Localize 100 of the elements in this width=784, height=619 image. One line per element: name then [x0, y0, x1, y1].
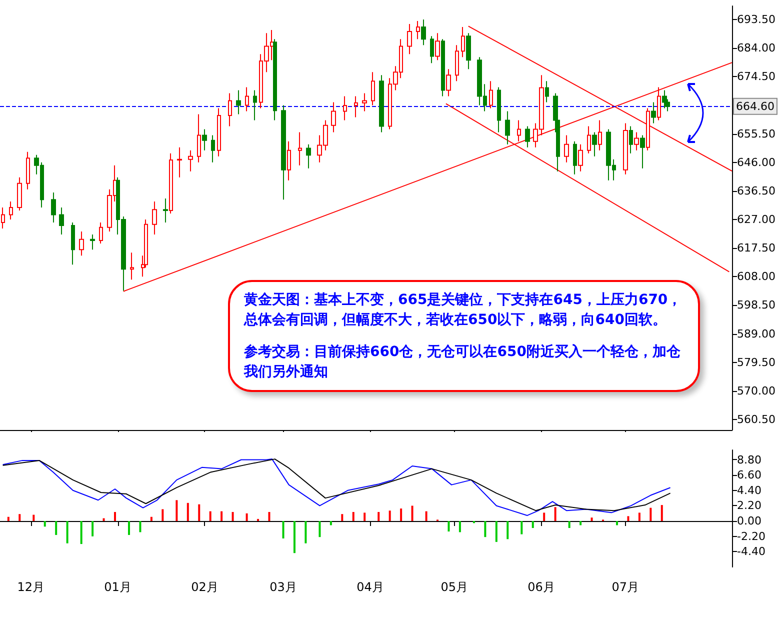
bar	[318, 521, 321, 538]
candlestick	[646, 108, 650, 151]
bar	[341, 514, 344, 522]
candlestick	[1, 206, 5, 230]
y-tick-label: 674.50	[737, 70, 776, 84]
candlestick	[634, 132, 639, 151]
bar	[400, 508, 402, 522]
candlestick	[245, 86, 249, 112]
x-tick-label: 06月	[528, 580, 555, 594]
bar	[495, 521, 498, 542]
bar	[246, 513, 248, 522]
candlestick	[545, 80, 549, 103]
candlestick	[662, 90, 667, 109]
bar	[616, 521, 618, 526]
y-tick-label: -2.20	[737, 530, 766, 543]
y-tick-label: 579.50	[737, 356, 776, 369]
candlestick	[99, 222, 103, 244]
y-tick-label: 646.00	[737, 156, 776, 169]
candlestick	[273, 38, 277, 121]
y-tick-label: 617.50	[737, 242, 776, 255]
candlestick	[489, 80, 493, 109]
candlestick	[455, 44, 459, 82]
bar	[268, 512, 270, 522]
candlestick	[517, 120, 521, 142]
x-tick-label: 05月	[440, 580, 468, 594]
candlestick	[202, 128, 207, 151]
annotation: 黄金天图：基本上不变，665是关键位，下支持在645，上压力670，总体会有回调，但幅度不大，若收在650以下，略弱，向640回软。	[244, 290, 683, 330]
candlestick	[657, 86, 661, 121]
bar	[198, 504, 200, 522]
bar	[580, 521, 582, 526]
candlestick	[197, 114, 201, 163]
bar	[520, 521, 523, 534]
candlestick	[17, 176, 22, 211]
y-tick-label: 655.50	[737, 127, 776, 140]
bar	[568, 521, 570, 528]
candlestick	[421, 19, 426, 46]
candlestick	[587, 126, 591, 154]
candlestick	[306, 144, 311, 169]
candlestick	[211, 134, 215, 163]
candlestick	[228, 92, 232, 127]
y-tick-label: 8.80	[737, 453, 762, 466]
bar	[44, 521, 46, 527]
candlestick	[287, 140, 291, 181]
x-tick-label: 04月	[356, 580, 384, 594]
bar	[352, 512, 354, 522]
x-tick-label: 07月	[612, 580, 640, 594]
bar	[364, 512, 366, 522]
candlestick	[371, 72, 375, 106]
y-tick-label: 684.00	[737, 42, 776, 55]
candlestick	[362, 92, 367, 112]
candlestick	[26, 151, 30, 190]
x-tick-label: 02月	[191, 580, 218, 594]
candlestick	[59, 206, 64, 236]
bar	[186, 502, 189, 522]
y-tick-label: 0.00	[737, 514, 762, 528]
bar	[150, 516, 152, 522]
candlestick	[177, 146, 182, 178]
bar	[554, 507, 556, 522]
bar	[543, 512, 546, 522]
candlestick	[505, 110, 510, 145]
bar	[55, 521, 58, 535]
y-tick-label: 4.40	[737, 484, 762, 497]
bar	[209, 511, 212, 522]
bar	[139, 521, 142, 532]
candlestick	[343, 96, 347, 121]
x-tick-label: 03月	[270, 580, 297, 594]
candlestick	[169, 152, 173, 214]
candlestick	[416, 20, 420, 40]
candlestick	[152, 200, 157, 236]
candlestick	[466, 32, 471, 70]
bar	[638, 512, 640, 522]
candlestick	[640, 134, 645, 169]
candlestick	[298, 132, 302, 166]
bar	[388, 510, 391, 522]
bar	[458, 521, 461, 532]
candlestick	[629, 126, 633, 154]
candlestick	[525, 126, 530, 148]
candlestick	[435, 32, 440, 61]
candlestick	[354, 96, 358, 118]
bar	[80, 521, 82, 544]
candlestick	[598, 120, 602, 151]
candlestick	[497, 86, 501, 133]
candlestick	[407, 24, 412, 55]
y-tick-label: 2.20	[737, 499, 762, 512]
candlestick	[281, 104, 286, 200]
candlestick	[163, 198, 168, 224]
bar	[650, 508, 652, 522]
candlestick	[79, 231, 84, 256]
candlestick	[379, 74, 384, 133]
candlestick	[573, 140, 577, 175]
candlestick	[9, 200, 13, 220]
bar	[92, 521, 94, 536]
bar	[257, 518, 260, 522]
bar	[448, 521, 450, 532]
bar	[282, 521, 284, 538]
annotation: 参考交易：目前保持660仓，无仓可以在650附近买入一个轻仓，加仓我们另外通知	[244, 342, 682, 382]
x-tick-label: 01月	[104, 580, 132, 594]
candlestick	[578, 144, 583, 172]
bar	[590, 518, 593, 522]
y-tick-label: 627.00	[737, 213, 776, 226]
